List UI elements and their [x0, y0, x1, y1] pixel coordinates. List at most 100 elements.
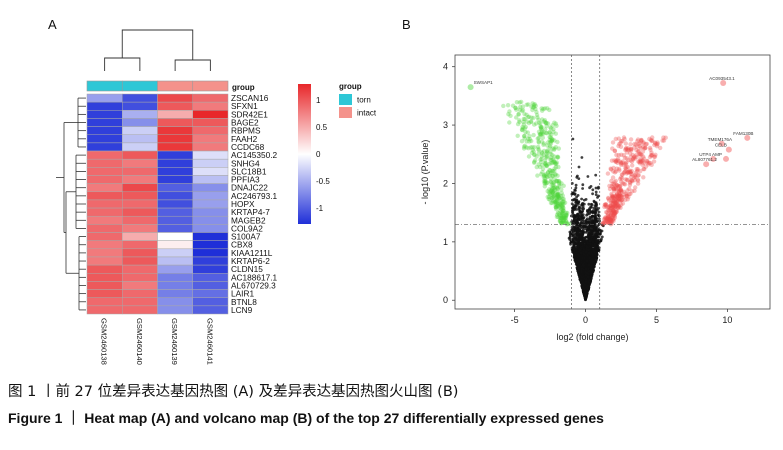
volcano-point-up [623, 141, 628, 146]
gene-label: SFXN1 [231, 101, 258, 111]
volcano-point-down [553, 121, 558, 126]
volcano-point-down [560, 220, 565, 225]
volcano-point-down [549, 200, 555, 206]
volcano-point-down [560, 203, 565, 209]
volcano-point-down [543, 179, 548, 185]
volcano-point-down [538, 159, 544, 165]
heatmap-cell [86, 167, 123, 176]
volcano-point-up [638, 159, 643, 164]
volcano-point-up [609, 205, 614, 210]
volcano-point-down [555, 193, 560, 199]
volcano-point-up [612, 211, 618, 216]
gene-label: AL670729.3 [231, 280, 276, 290]
volcano-point-down [529, 138, 534, 144]
volcano-point-down [536, 139, 541, 144]
volcano-point-up [632, 156, 638, 161]
volcano-point-down [551, 191, 556, 196]
volcano-point-down [552, 185, 558, 190]
volcano-point-ns [571, 247, 575, 251]
volcano-point-up [606, 217, 612, 222]
volcano-point-up [623, 147, 628, 153]
volcano-point-down [557, 205, 562, 210]
volcano-point-ns [575, 208, 579, 211]
volcano-point-up [611, 209, 617, 214]
volcano-point-down [555, 154, 560, 159]
volcano-point-down [555, 203, 560, 208]
volcano-point-ns [584, 280, 588, 283]
heatmap-cell [192, 248, 229, 258]
volcano-point-up [620, 159, 625, 164]
volcano-point-down [508, 113, 513, 119]
volcano-point-up [634, 152, 639, 157]
volcano-point-ns [600, 235, 604, 239]
volcano-point-ns [573, 188, 577, 192]
volcano-point-up [616, 184, 622, 189]
volcano-point-up [623, 165, 628, 171]
heatmap-cell [86, 191, 123, 201]
volcano-point-down [555, 192, 561, 197]
volcano-point-up [612, 148, 618, 154]
heatmap-cell [86, 199, 123, 209]
volcano-point-down [548, 192, 553, 197]
volcano-point-down [554, 212, 560, 217]
volcano-point-up [610, 205, 615, 210]
volcano-point-ns [592, 228, 596, 232]
volcano-point-up [608, 212, 613, 217]
volcano-point-down [535, 115, 540, 120]
volcano-point-ns [584, 267, 588, 271]
volcano-point-up [625, 169, 631, 175]
volcano-point-up [611, 195, 616, 200]
volcano-point-down [548, 144, 553, 149]
volcano-point-ns [594, 190, 598, 194]
volcano-point-up [630, 152, 635, 158]
heatmap-cell [86, 281, 123, 290]
volcano-point-ns [572, 238, 576, 242]
volcano-point-down [561, 219, 566, 224]
volcano-point-down [551, 182, 556, 187]
volcano-point-up [637, 152, 642, 157]
volcano-point-up [609, 218, 614, 224]
volcano-point-down [547, 173, 552, 178]
legend-label: intact [357, 109, 377, 118]
volcano-point-down [552, 159, 557, 165]
volcano-point-down [542, 148, 547, 154]
heatmap-cell [86, 264, 123, 274]
volcano-point-down [538, 157, 543, 162]
volcano-point-down [567, 221, 572, 226]
volcano-point-down [556, 146, 561, 151]
volcano-point-down [548, 155, 554, 160]
volcano-point-down [547, 197, 552, 202]
gene-label: COL9A2 [231, 223, 263, 233]
heatmap-chart: groupZSCAN16SFXN1SDR42E1BAGE2RBPMSFAAH2C… [56, 29, 377, 365]
volcano-point-up [621, 189, 626, 194]
volcano-point-down [552, 172, 558, 177]
sample-label: GSM2460139 [170, 318, 179, 365]
volcano-point-up [639, 138, 644, 144]
volcano-point-down [554, 178, 559, 184]
volcano-point-down [541, 142, 546, 147]
legend-title: group [339, 82, 362, 91]
volcano-point-down [536, 162, 541, 167]
volcano-point-up [619, 179, 624, 185]
point-label: CELB [715, 143, 727, 148]
volcano-point-up [661, 135, 666, 140]
volcano-point-down [541, 106, 546, 112]
volcano-point-up [618, 202, 624, 207]
volcano-point-down [554, 199, 560, 204]
volcano-point-down [544, 163, 550, 169]
volcano-point-down [558, 219, 563, 224]
volcano-point-down [554, 200, 559, 205]
volcano-point-down [516, 112, 521, 117]
volcano-point-up [636, 159, 641, 164]
volcano-point-up [638, 145, 644, 151]
volcano-point-up [616, 193, 621, 198]
volcano-point-ns [582, 248, 586, 251]
volcano-point-up [615, 198, 620, 203]
volcano-point-down [550, 173, 555, 179]
volcano-point-down [547, 191, 552, 196]
volcano-point-up [631, 155, 637, 160]
heatmap-cell [122, 273, 158, 282]
volcano-point-up [616, 191, 622, 196]
heatmap-cell [122, 167, 158, 176]
volcano-point-down [549, 138, 554, 144]
